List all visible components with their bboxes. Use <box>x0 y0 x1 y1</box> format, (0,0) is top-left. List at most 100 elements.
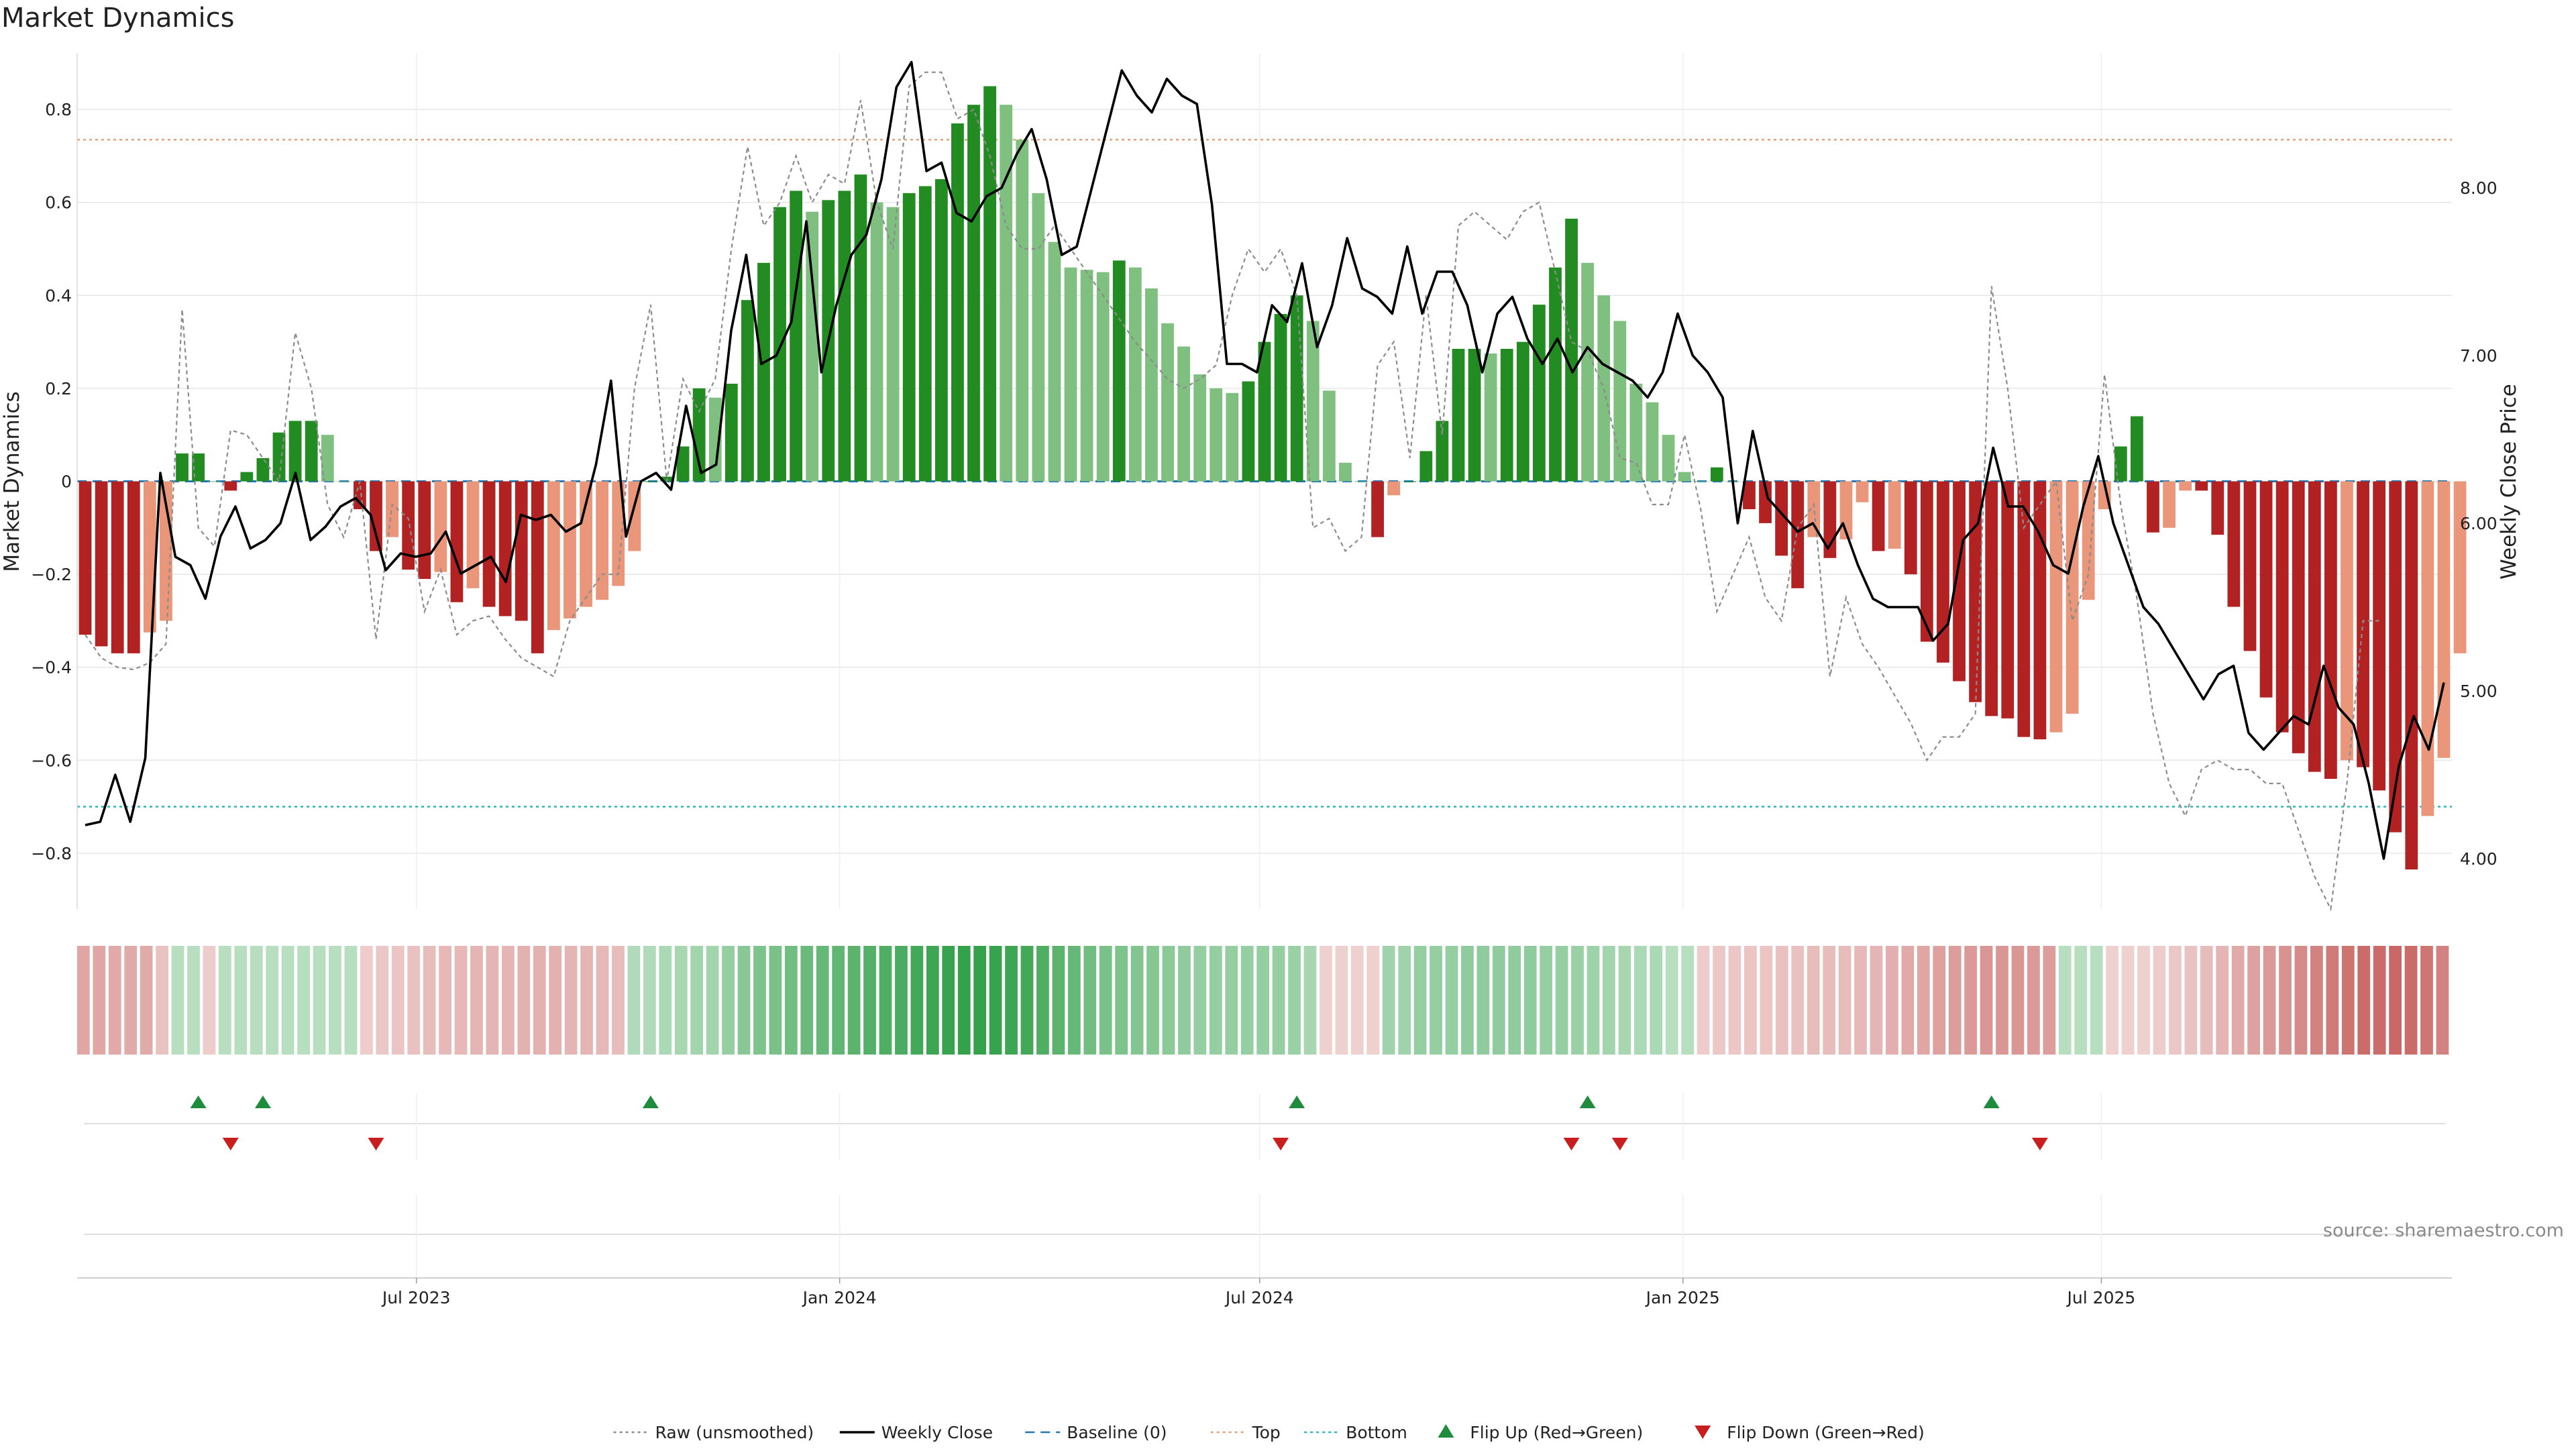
strength-cell <box>1052 946 1065 1055</box>
legend-flip-down-icon <box>1695 1426 1711 1439</box>
dynamics-bar <box>967 105 980 482</box>
dynamics-bar <box>741 300 754 482</box>
strength-cell <box>1713 946 1725 1055</box>
strength-cell <box>187 946 200 1055</box>
dynamics-bar <box>450 481 464 602</box>
strength-cell <box>1083 946 1097 1055</box>
y2-tick-label: 4.00 <box>2460 849 2498 869</box>
strength-cell <box>1445 946 1458 1055</box>
dynamics-bar <box>1581 262 1595 482</box>
strength-cell <box>234 946 248 1055</box>
dynamics-bar <box>934 179 948 482</box>
strength-cell <box>1477 946 1490 1055</box>
strength-cell <box>2247 946 2260 1055</box>
strength-cell <box>281 946 294 1055</box>
y-tick-label: −0.2 <box>31 565 72 584</box>
dynamics-bar <box>95 481 108 647</box>
dynamics-bar <box>2292 481 2305 753</box>
date-tick-label: Jul 2025 <box>2066 1288 2136 1307</box>
legend-label: Top <box>1252 1423 1281 1442</box>
y2-tick-label: 6.00 <box>2460 514 2498 533</box>
strength-cell <box>1807 946 1820 1055</box>
dynamics-bar <box>2341 481 2353 761</box>
dynamics-bar <box>2001 481 2015 718</box>
dynamics-bar <box>1791 481 1805 588</box>
date-tick-label: Jul 2023 <box>381 1288 451 1307</box>
strength-cell <box>847 946 861 1055</box>
strength-cell <box>879 946 892 1055</box>
flip-up-marker <box>1983 1095 2000 1108</box>
dynamics-bar <box>2017 481 2031 737</box>
dynamics-bar <box>918 186 932 482</box>
strength-cell <box>140 946 153 1055</box>
weekly-close-line <box>85 60 2445 860</box>
dynamics-bar <box>1985 481 1998 716</box>
dynamics-bar <box>2308 481 2321 772</box>
strength-cell <box>1618 946 1631 1055</box>
dynamics-bar <box>564 481 576 619</box>
dynamics-bar <box>1452 349 1465 482</box>
strength-cell <box>706 946 719 1055</box>
dynamics-bar <box>1532 305 1546 482</box>
strength-cell <box>1838 946 1851 1055</box>
strength-cell <box>1382 946 1395 1055</box>
strength-cell <box>1571 946 1584 1055</box>
strength-cell <box>2263 946 2276 1055</box>
legend-flip-up-icon <box>1438 1424 1454 1438</box>
dynamics-bar <box>1128 267 1142 482</box>
strength-cell <box>1555 946 1568 1055</box>
strength-cell <box>957 946 971 1055</box>
dynamics-bar <box>1387 481 1401 496</box>
strength-cell <box>218 946 231 1055</box>
dynamics-bar <box>1759 481 1772 523</box>
dynamics-bar <box>224 481 237 491</box>
legend-item: Bottom <box>1304 1423 1407 1442</box>
strength-cell <box>1775 946 1788 1055</box>
dynamics-bar <box>1339 462 1352 482</box>
strength-cell <box>1587 946 1600 1055</box>
strength-cell <box>423 946 436 1055</box>
dynamics-bar <box>2275 481 2289 733</box>
dynamics-bar <box>2114 446 2127 482</box>
flip-up-marker <box>190 1095 207 1108</box>
dynamics-bar <box>708 397 722 482</box>
strength-cell <box>643 946 656 1055</box>
dynamics-bar <box>354 481 366 510</box>
strength-cell <box>1948 946 1962 1055</box>
dynamics-bar <box>434 481 447 572</box>
dynamics-bar <box>2227 481 2241 607</box>
dynamics-bar <box>321 435 334 482</box>
strength-cell <box>1665 946 1678 1055</box>
strength-cell <box>1854 946 1867 1055</box>
strength-cell <box>1650 946 1663 1055</box>
strength-cell <box>1461 946 1474 1055</box>
dynamics-bar <box>272 432 286 482</box>
dynamics-bar <box>2033 481 2047 740</box>
strength-cell <box>2373 946 2386 1055</box>
dynamics-bar <box>2082 481 2095 600</box>
strength-cell <box>1350 946 1364 1055</box>
strength-cell <box>1272 946 1285 1055</box>
strength-cell <box>2184 946 2198 1055</box>
strength-cell <box>2420 946 2433 1055</box>
strength-cell <box>376 946 389 1055</box>
dynamics-bars <box>78 86 2467 870</box>
dynamics-bar <box>256 458 270 482</box>
dynamics-bar <box>1549 267 1562 482</box>
strength-cell <box>612 946 625 1055</box>
strength-cell <box>2310 946 2323 1055</box>
dynamics-bar <box>1080 270 1093 482</box>
strength-cell <box>2121 946 2135 1055</box>
dynamics-bar <box>1743 481 1756 510</box>
strength-cell <box>1115 946 1128 1055</box>
dynamics-bar <box>2259 481 2273 698</box>
flip-up-marker <box>642 1095 659 1108</box>
legend-item: Flip Up (Red→Green) <box>1438 1423 1643 1442</box>
dynamics-bar <box>838 191 851 482</box>
strength-cell <box>1540 946 1553 1055</box>
y2-tick-label: 8.00 <box>2460 178 2498 198</box>
dynamics-bar <box>1953 481 1966 682</box>
dynamics-bar <box>2131 416 2143 482</box>
dynamics-bar <box>1226 392 1239 482</box>
strength-strip <box>77 946 2449 1055</box>
